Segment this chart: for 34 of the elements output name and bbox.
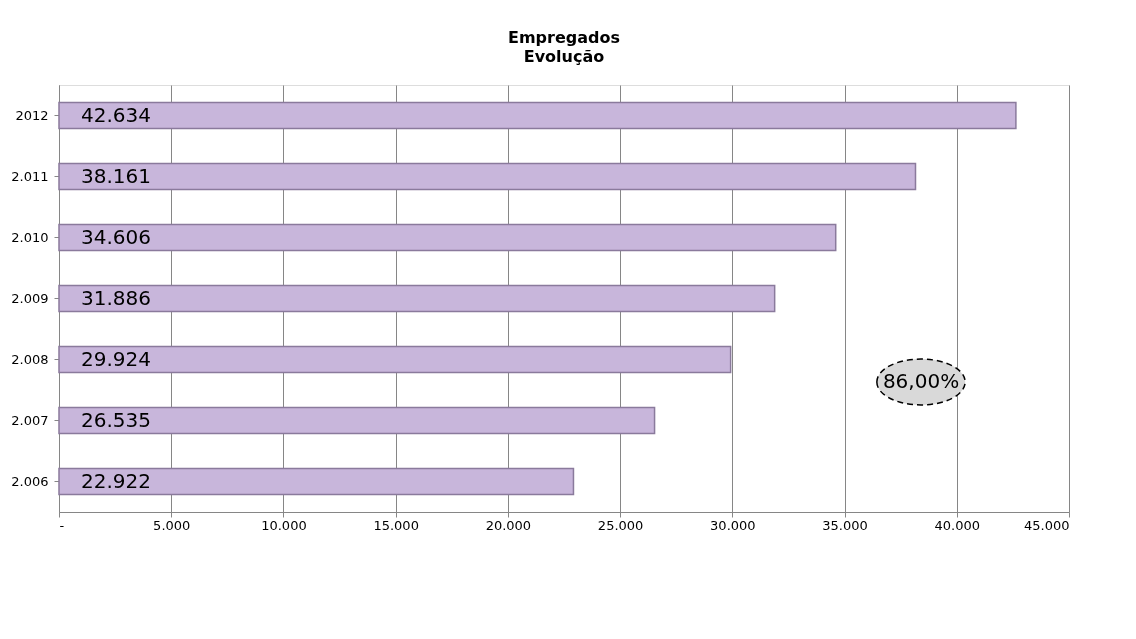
x-tick-label: 30.000 [710,517,756,533]
annotation: 86,00% [882,369,960,393]
x-tick-label: - [59,517,65,533]
y-tick-label: 2.010 [11,229,49,245]
y-tick-label: 2012 [15,107,49,123]
x-tick-label: 10.000 [261,517,307,533]
bar [58,223,837,252]
data-label: 29.924 [81,346,151,371]
x-tick-label: 40.000 [934,517,981,533]
y-tick-label: 2.011 [11,168,49,184]
y-tick-label: 2.008 [11,351,49,367]
x-tick-label: 5.000 [153,517,191,533]
data-label: 22.922 [81,468,151,493]
bar [58,162,917,191]
bar [58,467,575,496]
x-tick-label: 35.000 [822,517,868,533]
x-tick-label: 45.000 [1024,517,1070,533]
chart-title: Empregados [507,28,621,47]
bar [58,101,1017,130]
bar [58,406,656,435]
x-tick-label: 15.000 [373,517,419,533]
data-label: 38.161 [81,163,151,188]
chart-subtitle: Evolução [523,47,605,66]
x-tick-label: 20.000 [485,517,532,533]
bar [58,345,732,374]
y-tick-label: 2.007 [11,412,49,428]
data-label: 34.606 [81,224,151,249]
data-label: 26.535 [81,407,151,432]
data-label: 42.634 [81,102,151,127]
data-label: 31.886 [81,285,151,310]
x-tick-label: 25.000 [597,517,644,533]
y-tick-label: 2.009 [11,290,49,306]
y-tick-label: 2.006 [11,473,49,489]
bar [58,284,776,313]
